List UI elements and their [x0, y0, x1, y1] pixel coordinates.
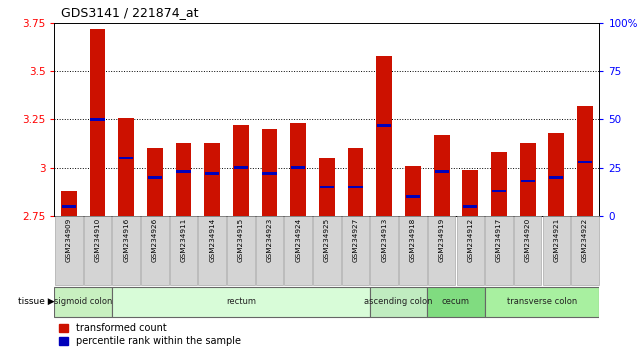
- Bar: [347, 148, 363, 216]
- Bar: [434, 135, 449, 216]
- Bar: [485, 216, 513, 285]
- Bar: [571, 216, 599, 285]
- Bar: [428, 216, 455, 285]
- Bar: [84, 216, 112, 285]
- Bar: [349, 186, 363, 188]
- Bar: [262, 129, 278, 216]
- Text: cecum: cecum: [442, 297, 470, 306]
- Bar: [285, 216, 312, 285]
- Bar: [205, 172, 219, 175]
- Bar: [90, 118, 104, 121]
- Bar: [90, 29, 105, 216]
- Bar: [147, 148, 163, 216]
- Text: GSM234921: GSM234921: [553, 218, 560, 262]
- Bar: [491, 152, 507, 216]
- Bar: [549, 133, 564, 216]
- Bar: [370, 287, 428, 317]
- Text: GSM234923: GSM234923: [267, 218, 272, 262]
- Text: GSM234910: GSM234910: [94, 218, 101, 262]
- Bar: [119, 157, 133, 159]
- Bar: [148, 176, 162, 179]
- Text: GSM234915: GSM234915: [238, 218, 244, 262]
- Text: GSM234924: GSM234924: [296, 218, 301, 262]
- Text: tissue ▶: tissue ▶: [18, 297, 54, 306]
- Bar: [342, 216, 369, 285]
- Text: GSM234925: GSM234925: [324, 218, 330, 262]
- Text: GSM234912: GSM234912: [467, 218, 473, 262]
- Bar: [399, 216, 427, 285]
- Text: GSM234911: GSM234911: [181, 218, 187, 262]
- Bar: [435, 170, 449, 173]
- Text: sigmoid colon: sigmoid colon: [54, 297, 112, 306]
- Bar: [428, 287, 485, 317]
- Bar: [290, 123, 306, 216]
- Bar: [233, 125, 249, 216]
- Bar: [141, 216, 169, 285]
- Legend: transformed count, percentile rank within the sample: transformed count, percentile rank withi…: [60, 324, 241, 346]
- Bar: [112, 287, 370, 317]
- Text: GSM234914: GSM234914: [209, 218, 215, 262]
- Bar: [549, 176, 563, 179]
- Bar: [462, 170, 478, 216]
- Bar: [176, 143, 192, 216]
- Bar: [291, 166, 305, 169]
- Bar: [520, 143, 535, 216]
- Bar: [61, 191, 77, 216]
- Bar: [119, 118, 134, 216]
- Text: GSM234920: GSM234920: [524, 218, 531, 262]
- Text: GSM234909: GSM234909: [66, 218, 72, 262]
- Bar: [112, 216, 140, 285]
- Bar: [313, 216, 340, 285]
- Bar: [406, 195, 420, 198]
- Bar: [227, 216, 254, 285]
- Bar: [376, 56, 392, 216]
- Bar: [262, 172, 277, 175]
- Text: GSM234922: GSM234922: [582, 218, 588, 262]
- Bar: [456, 216, 484, 285]
- Text: GSM234926: GSM234926: [152, 218, 158, 262]
- Bar: [170, 216, 197, 285]
- Bar: [577, 106, 593, 216]
- Bar: [520, 180, 535, 182]
- Bar: [54, 287, 112, 317]
- Bar: [62, 205, 76, 207]
- Bar: [256, 216, 283, 285]
- Bar: [204, 143, 220, 216]
- Text: transverse colon: transverse colon: [507, 297, 577, 306]
- Text: GSM234917: GSM234917: [496, 218, 502, 262]
- Bar: [405, 166, 421, 216]
- Text: GSM234913: GSM234913: [381, 218, 387, 262]
- Bar: [485, 287, 599, 317]
- Text: GSM234927: GSM234927: [353, 218, 358, 262]
- Bar: [578, 161, 592, 163]
- Bar: [319, 158, 335, 216]
- Bar: [234, 166, 248, 169]
- Bar: [320, 186, 334, 188]
- Bar: [514, 216, 542, 285]
- Bar: [55, 216, 83, 285]
- Text: GSM234918: GSM234918: [410, 218, 416, 262]
- Text: rectum: rectum: [226, 297, 256, 306]
- Bar: [377, 124, 392, 126]
- Bar: [542, 216, 570, 285]
- Text: ascending colon: ascending colon: [364, 297, 433, 306]
- Text: GSM234916: GSM234916: [123, 218, 129, 262]
- Text: GDS3141 / 221874_at: GDS3141 / 221874_at: [61, 6, 199, 19]
- Bar: [370, 216, 398, 285]
- Bar: [492, 190, 506, 192]
- Bar: [176, 170, 190, 173]
- Text: GSM234919: GSM234919: [438, 218, 445, 262]
- Bar: [463, 205, 478, 207]
- Bar: [199, 216, 226, 285]
